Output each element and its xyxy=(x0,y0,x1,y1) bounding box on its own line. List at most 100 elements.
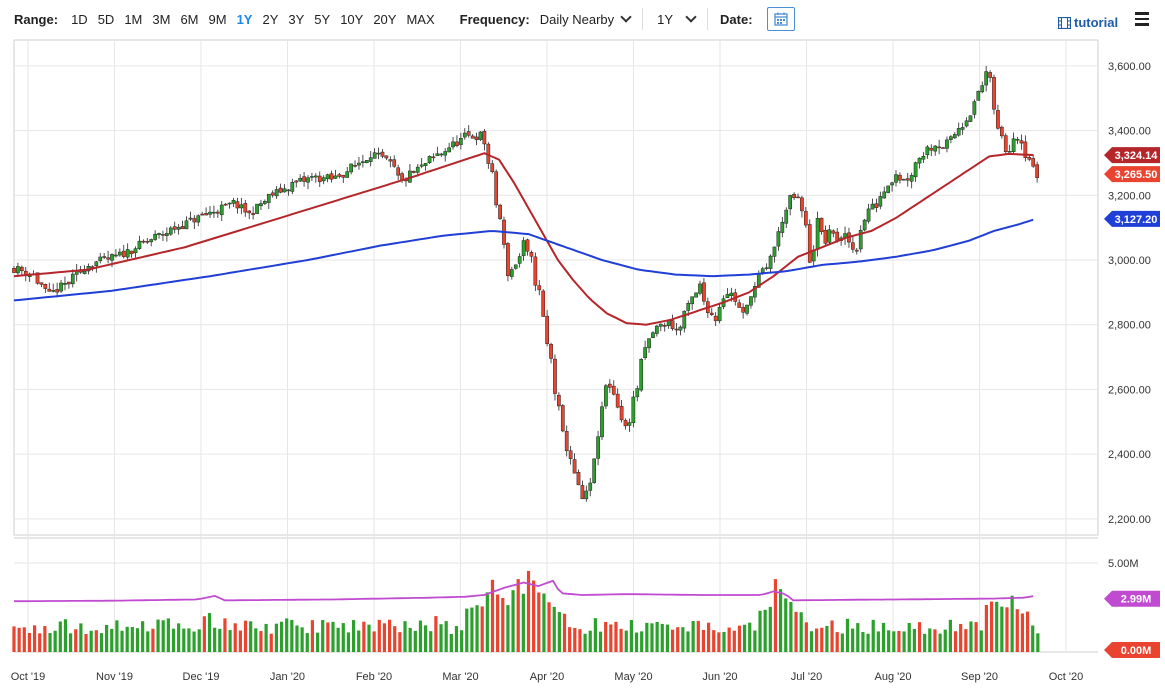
candlestick[interactable] xyxy=(800,195,804,218)
candlestick[interactable] xyxy=(498,203,502,220)
candlestick[interactable] xyxy=(592,458,597,484)
candlestick[interactable] xyxy=(290,178,295,195)
candlestick[interactable] xyxy=(282,184,287,193)
candlestick[interactable] xyxy=(349,163,353,175)
candlestick[interactable] xyxy=(388,156,393,168)
candlestick[interactable] xyxy=(302,171,306,187)
candlestick[interactable] xyxy=(631,390,636,428)
candlestick[interactable] xyxy=(964,117,969,128)
candlestick[interactable] xyxy=(435,146,440,157)
candlestick[interactable] xyxy=(133,246,138,258)
candlestick[interactable] xyxy=(227,202,232,209)
candlestick[interactable] xyxy=(819,217,824,235)
candlestick[interactable] xyxy=(658,323,663,332)
range-button-2y[interactable]: 2Y xyxy=(262,11,279,27)
hamburger-menu-icon[interactable] xyxy=(1135,12,1149,29)
candlestick[interactable] xyxy=(372,148,377,159)
candlestick[interactable] xyxy=(180,220,185,230)
range-button-3y[interactable]: 3Y xyxy=(288,11,305,27)
candlestick[interactable] xyxy=(878,191,883,210)
candlestick[interactable] xyxy=(235,197,240,214)
candlestick[interactable] xyxy=(16,262,20,277)
candlestick[interactable] xyxy=(753,282,757,303)
candlestick[interactable] xyxy=(525,238,530,256)
candlestick[interactable] xyxy=(894,170,898,187)
candlestick[interactable] xyxy=(898,172,902,184)
candlestick[interactable] xyxy=(725,288,730,299)
candlestick[interactable] xyxy=(788,194,793,216)
candlestick[interactable] xyxy=(172,221,177,234)
candlestick[interactable] xyxy=(223,203,228,206)
candlestick[interactable] xyxy=(188,211,193,221)
candlestick[interactable] xyxy=(568,445,573,465)
candlestick[interactable] xyxy=(325,173,330,183)
candlestick[interactable] xyxy=(560,404,565,433)
candlestick[interactable] xyxy=(196,214,201,227)
candlestick[interactable] xyxy=(537,280,542,296)
candlestick[interactable] xyxy=(478,131,483,142)
range-button-6m[interactable]: 6M xyxy=(180,11,199,27)
candlestick[interactable] xyxy=(392,155,397,168)
candlestick[interactable] xyxy=(247,209,252,220)
candlestick[interactable] xyxy=(901,178,906,181)
candlestick[interactable] xyxy=(882,186,887,199)
candlestick[interactable] xyxy=(419,158,424,169)
range-button-1m[interactable]: 1M xyxy=(124,11,143,27)
candlestick[interactable] xyxy=(913,161,918,182)
candlestick[interactable] xyxy=(596,430,600,466)
candlestick[interactable] xyxy=(937,139,941,155)
candlestick[interactable] xyxy=(439,152,444,157)
candlestick[interactable] xyxy=(361,154,365,168)
candlestick[interactable] xyxy=(945,136,949,153)
candlestick[interactable] xyxy=(1015,136,1020,145)
range-button-1y[interactable]: 1Y xyxy=(236,11,253,27)
candlestick[interactable] xyxy=(623,418,628,430)
candlestick[interactable] xyxy=(529,250,534,263)
candlestick[interactable] xyxy=(917,157,922,169)
candlestick[interactable] xyxy=(823,225,828,247)
candlestick[interactable] xyxy=(243,199,248,217)
candlestick[interactable] xyxy=(176,224,181,235)
candlestick[interactable] xyxy=(423,162,428,171)
candlestick[interactable] xyxy=(443,148,448,162)
candlestick[interactable] xyxy=(98,252,103,264)
candlestick[interactable] xyxy=(745,304,749,316)
candlestick[interactable] xyxy=(298,174,303,182)
candlestick[interactable] xyxy=(702,278,706,305)
candlestick[interactable] xyxy=(941,147,945,149)
candlestick[interactable] xyxy=(239,197,244,215)
range-button-20y[interactable]: 20Y xyxy=(373,11,397,27)
candlestick[interactable] xyxy=(274,186,279,199)
candlestick[interactable] xyxy=(553,354,557,401)
candlestick[interactable] xyxy=(306,175,310,190)
candlestick[interactable] xyxy=(651,331,655,339)
candlestick[interactable] xyxy=(999,125,1004,139)
candlestick[interactable] xyxy=(117,248,122,257)
candlestick[interactable] xyxy=(153,230,157,242)
candlestick[interactable] xyxy=(145,238,150,245)
candlestick[interactable] xyxy=(168,225,173,236)
candlestick[interactable] xyxy=(674,322,679,336)
candlestick[interactable] xyxy=(698,280,702,296)
candlestick[interactable] xyxy=(521,237,526,261)
candlestick[interactable] xyxy=(408,164,412,183)
candlesticks[interactable] xyxy=(12,65,1039,502)
candlestick[interactable] xyxy=(655,324,659,337)
candlestick[interactable] xyxy=(709,308,714,317)
candlestick[interactable] xyxy=(533,252,538,291)
candlestick[interactable] xyxy=(466,125,471,138)
candlestick[interactable] xyxy=(165,227,169,242)
candlestick[interactable] xyxy=(764,263,769,271)
candlestick[interactable] xyxy=(384,155,389,161)
candlestick[interactable] xyxy=(106,250,110,264)
candlestick[interactable] xyxy=(455,135,459,148)
candlestick[interactable] xyxy=(925,145,930,159)
candlestick[interactable] xyxy=(996,104,1000,130)
candlestick[interactable] xyxy=(313,173,318,183)
candlestick[interactable] xyxy=(905,172,910,187)
candlestick[interactable] xyxy=(251,206,255,220)
candlestick[interactable] xyxy=(102,252,107,260)
candlestick[interactable] xyxy=(858,225,863,253)
candlestick[interactable] xyxy=(803,206,808,228)
candlestick[interactable] xyxy=(933,144,938,156)
